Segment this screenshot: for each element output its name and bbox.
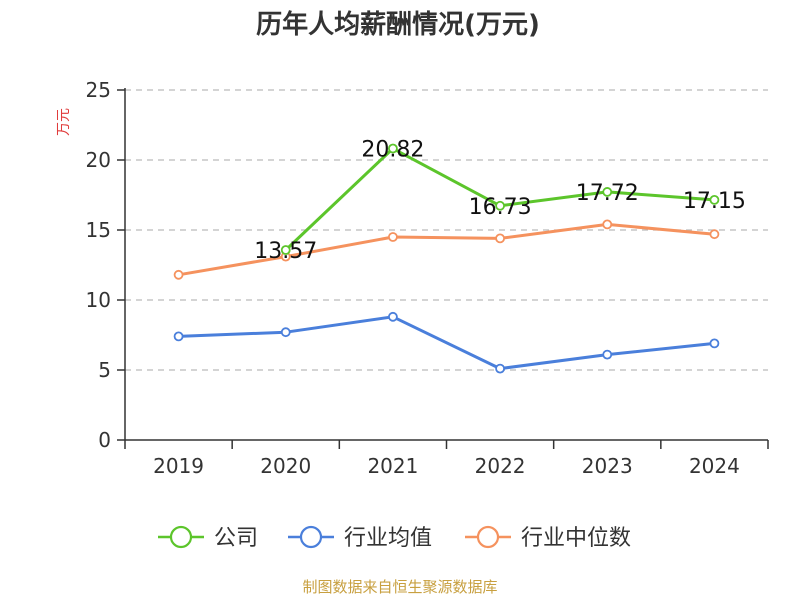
data-point[interactable] — [173, 269, 184, 280]
data-point[interactable] — [388, 143, 398, 154]
y-tick-label: 25 — [86, 78, 111, 102]
x-tick-label-2020: 2020 — [260, 454, 311, 478]
legend-item-1[interactable]: 行业均值 — [288, 525, 432, 551]
y-tick-label: 0 — [98, 428, 111, 452]
series-line-1 — [178, 315, 715, 371]
data-label: 17.72 — [576, 181, 639, 206]
legend-item-0[interactable]: 公司 — [158, 525, 258, 551]
source-note: 制图数据来自恒生聚源数据库 — [302, 578, 497, 596]
legend-swatch-marker — [299, 525, 323, 549]
data-point[interactable] — [709, 338, 720, 349]
x-tick-label-2024: 2024 — [689, 454, 740, 478]
legend-label: 行业均值 — [344, 526, 432, 551]
series-1 — [173, 311, 720, 374]
data-point[interactable] — [280, 327, 291, 338]
data-point[interactable] — [495, 200, 505, 211]
legend-label: 行业中位数 — [521, 526, 631, 551]
data-point[interactable] — [388, 232, 398, 242]
data-label: 16.73 — [469, 195, 532, 220]
y-tick-label: 20 — [86, 148, 111, 172]
y-tick-label: 15 — [86, 218, 111, 242]
axes: 0 5 10 15 20 25 2019 2020 2021 2022 2023 2024 — [86, 78, 769, 478]
series-line-2 — [178, 222, 715, 277]
data-label: 17.15 — [683, 189, 746, 214]
series-lines — [173, 143, 720, 374]
data-point[interactable] — [173, 331, 184, 342]
data-point[interactable] — [495, 233, 505, 244]
x-tick-label-2023: 2023 — [582, 454, 633, 478]
legend-swatch-marker — [476, 525, 500, 549]
x-tick-label-2022: 2022 — [475, 454, 526, 478]
y-tick-label: 5 — [98, 358, 111, 382]
data-label: 13.57 — [254, 239, 317, 264]
data-labels: 13.57 20.82 16.73 17.72 17.15 — [254, 138, 746, 264]
data-point[interactable] — [709, 194, 720, 205]
data-point[interactable] — [709, 229, 720, 240]
y-tick-label: 10 — [86, 288, 111, 312]
chart-title: 历年人均薪酬情况(万元) — [256, 9, 540, 40]
series-0 — [280, 143, 720, 255]
data-point[interactable] — [602, 349, 613, 360]
x-tick-label-2019: 2019 — [153, 454, 204, 478]
legend-item-2[interactable]: 行业中位数 — [465, 525, 631, 551]
data-point[interactable] — [602, 219, 613, 230]
legend-label: 公司 — [214, 526, 258, 551]
grid-lines — [125, 89, 768, 371]
data-label: 20.82 — [361, 138, 424, 163]
legend-swatch-marker — [169, 525, 193, 549]
data-point[interactable] — [495, 363, 505, 374]
series-2 — [173, 219, 720, 280]
data-point[interactable] — [388, 311, 398, 322]
x-tick-label-2021: 2021 — [367, 454, 418, 478]
data-point[interactable] — [602, 187, 613, 197]
data-point[interactable] — [280, 245, 291, 255]
y-axis-label: 万元 — [56, 108, 72, 136]
legend[interactable]: 公司 行业均值 行业中位数 — [158, 525, 631, 551]
